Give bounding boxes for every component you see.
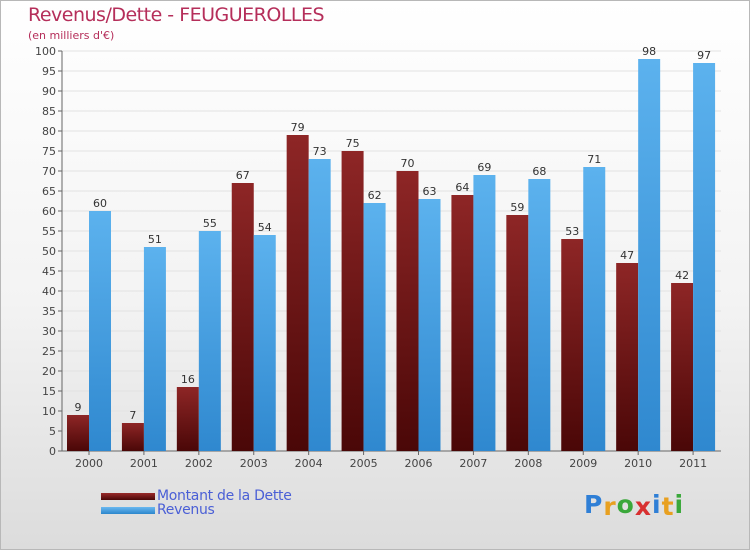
data-label-revenue: 60 xyxy=(93,197,107,210)
y-tick-label: 70 xyxy=(42,165,56,178)
y-tick-label: 10 xyxy=(42,405,56,418)
data-label-debt: 47 xyxy=(620,249,634,262)
bar-debt xyxy=(341,151,364,451)
bar-debt xyxy=(396,171,419,451)
x-tick-label: 2004 xyxy=(295,457,323,470)
bar-revenue xyxy=(363,203,386,451)
x-tick-label: 2003 xyxy=(240,457,268,470)
bar-revenue xyxy=(198,231,221,451)
x-tick-label: 2011 xyxy=(679,457,707,470)
y-tick-label: 60 xyxy=(42,205,56,218)
data-label-debt: 7 xyxy=(129,409,136,422)
x-tick-label: 2005 xyxy=(350,457,378,470)
bar-debt xyxy=(561,239,584,451)
bar-debt xyxy=(286,135,309,451)
bar-revenue xyxy=(638,59,661,451)
bar-revenue xyxy=(583,167,606,451)
y-tick-label: 100 xyxy=(35,45,56,58)
logo-letter: r xyxy=(603,492,617,521)
bar-revenue xyxy=(253,235,276,451)
y-tick-label: 35 xyxy=(42,305,56,318)
x-tick-label: 2008 xyxy=(514,457,542,470)
bar-revenue xyxy=(418,199,441,451)
legend-swatch-debt xyxy=(101,492,155,500)
chart-subtitle: (en milliers d'€) xyxy=(28,29,115,42)
logo-letter: P xyxy=(584,490,604,519)
data-label-revenue: 55 xyxy=(203,217,217,230)
bar-revenue xyxy=(308,159,331,451)
data-label-revenue: 54 xyxy=(258,221,272,234)
data-label-revenue: 97 xyxy=(697,49,711,62)
y-tick-label: 85 xyxy=(42,105,56,118)
y-tick-label: 50 xyxy=(42,245,56,258)
y-tick-label: 90 xyxy=(42,85,56,98)
y-tick-label: 5 xyxy=(49,425,56,438)
bar-debt xyxy=(121,423,144,451)
legend-label-revenue: Revenus xyxy=(157,502,215,518)
logo-letter: o xyxy=(616,490,635,519)
bar-debt xyxy=(506,215,529,451)
y-tick-label: 45 xyxy=(42,265,56,278)
data-label-revenue: 98 xyxy=(642,45,656,58)
bar-debt xyxy=(176,387,199,451)
logo-letter: i xyxy=(674,490,685,519)
y-tick-label: 40 xyxy=(42,285,56,298)
data-label-debt: 59 xyxy=(510,201,524,214)
logo-letter: t xyxy=(661,492,675,521)
logo-letter: x xyxy=(634,492,652,521)
x-tick-label: 2009 xyxy=(569,457,597,470)
data-label-debt: 42 xyxy=(675,269,689,282)
data-label-debt: 53 xyxy=(565,225,579,238)
bar-debt xyxy=(451,195,474,451)
y-tick-label: 80 xyxy=(42,125,56,138)
bar-revenue xyxy=(473,175,496,451)
legend-swatch-revenue xyxy=(101,506,155,514)
data-label-debt: 16 xyxy=(181,373,195,386)
bar-debt xyxy=(671,283,694,451)
data-label-debt: 75 xyxy=(346,137,360,150)
x-tick-label: 2007 xyxy=(459,457,487,470)
data-label-revenue: 62 xyxy=(368,189,382,202)
data-label-revenue: 68 xyxy=(532,165,546,178)
data-label-revenue: 73 xyxy=(313,145,327,158)
legend-label-debt: Montant de la Dette xyxy=(157,488,292,504)
x-tick-label: 2006 xyxy=(405,457,433,470)
data-label-revenue: 51 xyxy=(148,233,162,246)
x-tick-label: 2001 xyxy=(130,457,158,470)
y-tick-label: 30 xyxy=(42,325,56,338)
y-tick-label: 0 xyxy=(49,445,56,458)
bar-revenue xyxy=(528,179,551,451)
chart-title: Revenus/Dette - FEUGUEROLLES xyxy=(28,4,325,26)
y-tick-label: 20 xyxy=(42,365,56,378)
data-label-revenue: 71 xyxy=(587,153,601,166)
y-tick-label: 15 xyxy=(42,385,56,398)
data-label-revenue: 69 xyxy=(477,161,491,174)
y-tick-label: 25 xyxy=(42,345,56,358)
x-tick-label: 2002 xyxy=(185,457,213,470)
logo-letter: i xyxy=(652,490,662,519)
data-label-debt: 67 xyxy=(236,169,250,182)
y-tick-label: 95 xyxy=(42,65,56,78)
legend-item-debt: Montant de la Dette xyxy=(101,488,292,504)
bar-revenue xyxy=(143,247,166,451)
data-label-debt: 79 xyxy=(291,121,305,134)
y-tick-label: 65 xyxy=(42,185,56,198)
data-label-debt: 9 xyxy=(75,401,82,414)
bar-debt xyxy=(616,263,639,451)
bar-debt xyxy=(231,183,254,451)
data-label-debt: 70 xyxy=(401,157,415,170)
y-tick-label: 55 xyxy=(42,225,56,238)
data-label-debt: 64 xyxy=(455,181,469,194)
bar-revenue xyxy=(693,63,716,451)
y-tick-label: 75 xyxy=(42,145,56,158)
legend-item-revenue: Revenus xyxy=(101,502,215,518)
data-label-revenue: 63 xyxy=(423,185,437,198)
bar-debt xyxy=(67,415,89,451)
bar-revenue xyxy=(89,211,111,451)
proxiti-logo: Proxiti xyxy=(584,490,685,521)
x-tick-label: 2000 xyxy=(75,457,103,470)
x-tick-label: 2010 xyxy=(624,457,652,470)
